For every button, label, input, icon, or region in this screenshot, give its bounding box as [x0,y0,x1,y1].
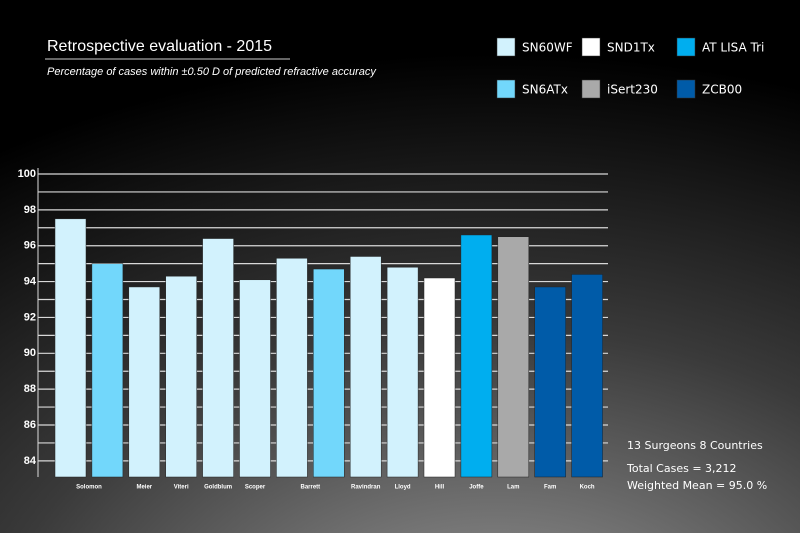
x-tick-label: Ravindran [351,485,381,491]
x-tick-label: Barrett [301,485,321,491]
chart-title: Retrospective evaluation - 2015 [47,38,272,55]
bar [571,274,603,478]
x-tick-label: Fam [544,485,556,491]
bar [91,263,124,478]
bar [349,256,382,478]
y-tick-label: 88 [24,383,36,395]
legend-swatch [581,79,601,99]
bar [128,286,161,478]
legend-label: AT LISA Tri [702,41,764,55]
x-tick-label: Koch [580,485,595,491]
legend-swatch [496,79,516,99]
legend-label: SND1Tx [607,41,655,55]
chart-subtitle: Percentage of cases within ±0.50 D of pr… [47,66,377,78]
legend-swatch [581,37,601,57]
x-tick-label: Joffe [469,485,484,491]
legend-swatch [496,37,516,57]
annotation: 13 Surgeons 8 Countries [627,439,763,452]
y-tick-label: 98 [24,204,36,216]
legend-swatch [676,37,696,57]
legend-swatch [676,79,696,99]
annotation: Weighted Mean = 95.0 % [627,479,767,492]
x-tick-label: Solomon [76,485,102,491]
x-tick-label: Lloyd [395,485,411,491]
y-tick-label: 94 [24,275,37,287]
y-tick-label: 92 [24,311,36,323]
bar [165,275,197,478]
y-tick-label: 86 [24,419,36,431]
y-tick-label: 84 [24,455,37,467]
x-tick-label: Hill [435,485,445,491]
legend-label: SN6ATx [522,83,568,97]
legend-label: ZCB00 [702,83,742,97]
y-tick-label: 100 [18,168,36,180]
bar [534,286,566,478]
x-tick-label: Goldblum [204,485,232,491]
y-tick-label: 96 [24,240,36,252]
x-tick-label: Viteri [174,485,189,491]
bar [423,277,456,478]
bar [497,236,530,478]
bar [276,258,308,478]
bar [313,268,345,478]
y-tick-label: 90 [24,347,36,359]
bar [54,218,87,478]
bar [386,266,419,478]
x-tick-label: Scoper [245,485,266,491]
bar [202,238,234,478]
x-tick-label: Lam [507,485,519,491]
annotation: Total Cases = 3,212 [626,462,737,475]
legend-label: SN60WF [522,41,573,55]
x-tick-label: Meier [136,485,152,491]
bar [239,279,271,478]
bar [460,234,493,478]
legend-label: iSert230 [607,83,658,97]
